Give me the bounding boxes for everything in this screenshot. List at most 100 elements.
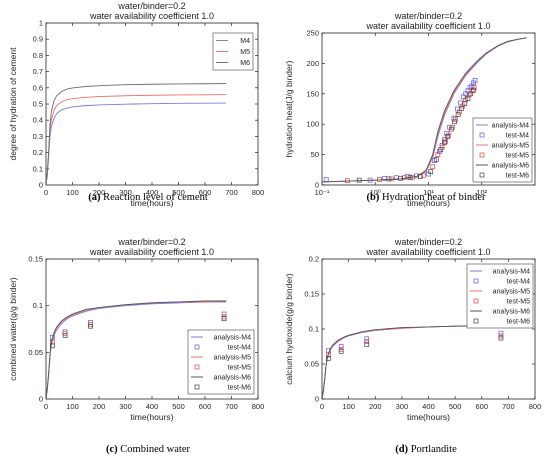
x-tick-label: 200 (93, 402, 106, 411)
legend: M4 M5 M6 (212, 32, 254, 71)
figure-caption: (c) Combined water (106, 444, 190, 455)
x-tick-label: 800 (529, 402, 542, 411)
legend-label: test-M6 (228, 385, 251, 392)
data-point-test-m4 (460, 94, 466, 100)
chart-subtitle: water/binder=0.2 (117, 1, 185, 11)
data-point-test-m4 (472, 78, 478, 83)
x-tick-label: 500 (449, 402, 462, 411)
y-tick-label: 0.2 (309, 255, 319, 264)
legend-label: test-M4 (506, 133, 529, 140)
x-tick-label: 100 (342, 402, 355, 411)
data-point-test-m5 (443, 138, 449, 144)
y-tick-label: 0 (315, 181, 319, 190)
x-tick-label: 500 (172, 188, 185, 197)
legend-box (187, 329, 255, 395)
y-tick-label: 0 (39, 395, 43, 404)
data-point-test-m6 (386, 176, 392, 182)
y-tick-label: 0.15 (304, 290, 319, 299)
data-point-test-m6 (433, 157, 439, 162)
legend-label: test-M4 (507, 279, 530, 286)
x-tick-label: 100 (66, 188, 79, 197)
x-axis-label: time(hours) (131, 198, 174, 208)
series-line-analysis-m6 (322, 37, 527, 183)
y-axis-label: degree of hydration of cement (8, 47, 18, 161)
legend-label: test-M5 (228, 365, 251, 372)
data-point-test-m6 (88, 323, 93, 329)
data-point-test-m4 (404, 174, 410, 179)
legend-label: test-M6 (506, 173, 529, 180)
x-tick-label: 0 (44, 402, 48, 411)
y-tick-label: 0.05 (304, 360, 319, 369)
x-axis-label: time(hours) (131, 412, 174, 422)
series-line-analysis-m6 (46, 300, 227, 399)
data-point-test-m5 (471, 85, 477, 91)
x-axis-label: time(hours) (407, 412, 450, 422)
y-tick-label: 0.4 (33, 116, 43, 125)
data-point-test-m5 (446, 132, 452, 138)
data-point-test-m6 (326, 356, 331, 361)
y-tick-label: 0.5 (33, 100, 43, 109)
x-tick-label: 300 (396, 402, 409, 411)
legend-label: test-M6 (507, 319, 530, 326)
y-tick-label: 0.1 (33, 301, 43, 310)
x-tick-label: 800 (252, 402, 265, 411)
chart-subtitle: water availability coefficient 1.0 (89, 11, 214, 21)
caption-text: Hydration heat of binder (379, 192, 486, 203)
x-tick-label: 100 (66, 402, 79, 411)
chart-subtitle: water/binder=0.2 (117, 237, 185, 247)
data-point-test-m5 (420, 172, 426, 178)
legend-swatch-marker (194, 344, 200, 350)
data-point-test-m6 (338, 349, 344, 354)
data-point-test-m6 (468, 91, 474, 97)
legend-swatch-marker (479, 152, 485, 158)
series-line-analysis-m6 (322, 325, 504, 399)
data-point-test-m4 (364, 336, 370, 342)
legend-label: M4 (240, 38, 250, 45)
x-tick-label: 700 (225, 402, 238, 411)
chart-subtitle: water availability coefficient 1.0 (89, 247, 214, 257)
data-point-test-m4 (471, 80, 476, 86)
x-tick-label: 300 (119, 188, 132, 197)
data-point-test-m6 (465, 96, 471, 102)
x-tick-label: 600 (199, 188, 212, 197)
legend-label: test-M4 (228, 345, 251, 352)
data-point-test-m6 (428, 169, 434, 174)
y-tick-label: 0.6 (33, 83, 43, 92)
legend-label: analysis-M6 (214, 375, 251, 382)
data-point-test-m6 (459, 106, 465, 111)
y-tick-label: 150 (306, 89, 319, 98)
y-axis-label: combined water(g/g binder) (8, 277, 18, 381)
legend-label: M5 (240, 49, 250, 56)
data-point-test-m5 (430, 164, 436, 170)
y-tick-label: 0.2 (33, 148, 43, 157)
x-tick-label: 200 (369, 402, 382, 411)
legend-label: M6 (240, 60, 250, 67)
legend-label: analysis-M6 (493, 309, 530, 316)
y-tick-label: 50 (311, 150, 319, 159)
x-tick-label: 500 (172, 402, 185, 411)
data-point-test-m5 (435, 152, 441, 157)
y-tick-label: 0.7 (33, 67, 43, 76)
caption-text: Combined water (118, 444, 191, 455)
x-tick-label: 800 (252, 188, 265, 197)
y-tick-label: 0 (39, 181, 43, 190)
x-axis-label: time(hours) (407, 198, 450, 208)
y-tick-label: 100 (306, 120, 319, 129)
y-tick-label: 0.05 (28, 348, 43, 357)
x-tick-label: 0 (44, 188, 48, 197)
y-tick-label: 0.8 (33, 51, 43, 60)
caption-letter: (d) (395, 444, 408, 455)
data-point-test-m6 (221, 316, 227, 322)
x-tick-label: 600 (199, 402, 212, 411)
data-point-test-m6 (445, 134, 451, 139)
data-point-test-m6 (50, 343, 55, 349)
data-point-test-m6 (498, 335, 504, 341)
caption-text: Reaction level of cement (100, 192, 207, 203)
legend-swatch-marker (479, 132, 485, 138)
y-tick-label: 0.1 (309, 325, 319, 334)
x-tick-label: 10¹ (423, 188, 434, 197)
y-axis-label: hydration heat(J/g binder) (284, 60, 294, 157)
